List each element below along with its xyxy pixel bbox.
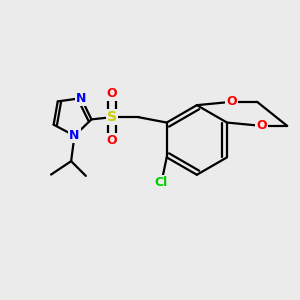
Text: O: O	[226, 95, 237, 108]
Text: O: O	[256, 119, 267, 132]
Text: Cl: Cl	[155, 176, 168, 189]
Text: S: S	[107, 110, 117, 124]
Text: N: N	[69, 129, 80, 142]
Text: O: O	[106, 87, 117, 100]
Text: N: N	[76, 92, 86, 105]
Text: O: O	[106, 134, 117, 147]
